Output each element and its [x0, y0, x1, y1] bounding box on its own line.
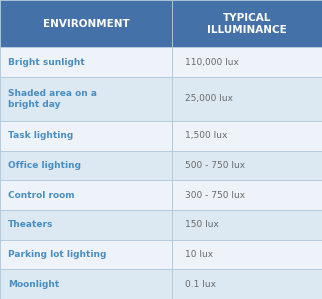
Text: TYPICAL
ILLUMINANCE: TYPICAL ILLUMINANCE: [207, 13, 287, 35]
Text: ENVIRONMENT: ENVIRONMENT: [43, 19, 129, 29]
Bar: [0, 269, 172, 299]
Text: 500 - 750 lux: 500 - 750 lux: [185, 161, 245, 170]
Text: Bright sunlight: Bright sunlight: [8, 58, 85, 67]
Bar: [172, 121, 322, 151]
Text: 300 - 750 lux: 300 - 750 lux: [185, 191, 245, 200]
Text: Shaded area on a
bright day: Shaded area on a bright day: [8, 89, 97, 109]
Bar: [172, 210, 322, 239]
Bar: [0, 0, 172, 47]
Bar: [172, 77, 322, 121]
Bar: [0, 210, 172, 239]
Bar: [172, 239, 322, 269]
Bar: [0, 239, 172, 269]
Bar: [172, 269, 322, 299]
Bar: [0, 121, 172, 151]
Bar: [0, 151, 172, 180]
Bar: [172, 47, 322, 77]
Bar: [172, 0, 322, 47]
Bar: [0, 77, 172, 121]
Text: Moonlight: Moonlight: [8, 280, 59, 289]
Bar: [172, 151, 322, 180]
Text: 110,000 lux: 110,000 lux: [185, 58, 239, 67]
Text: 0.1 lux: 0.1 lux: [185, 280, 216, 289]
Text: Theaters: Theaters: [8, 220, 53, 229]
Text: 150 lux: 150 lux: [185, 220, 219, 229]
Text: 25,000 lux: 25,000 lux: [185, 94, 233, 103]
Text: 10 lux: 10 lux: [185, 250, 213, 259]
Bar: [172, 180, 322, 210]
Bar: [0, 180, 172, 210]
Text: Office lighting: Office lighting: [8, 161, 81, 170]
Text: Task lighting: Task lighting: [8, 131, 73, 140]
Text: Parking lot lighting: Parking lot lighting: [8, 250, 107, 259]
Text: 1,500 lux: 1,500 lux: [185, 131, 228, 140]
Bar: [0, 47, 172, 77]
Text: Control room: Control room: [8, 191, 75, 200]
